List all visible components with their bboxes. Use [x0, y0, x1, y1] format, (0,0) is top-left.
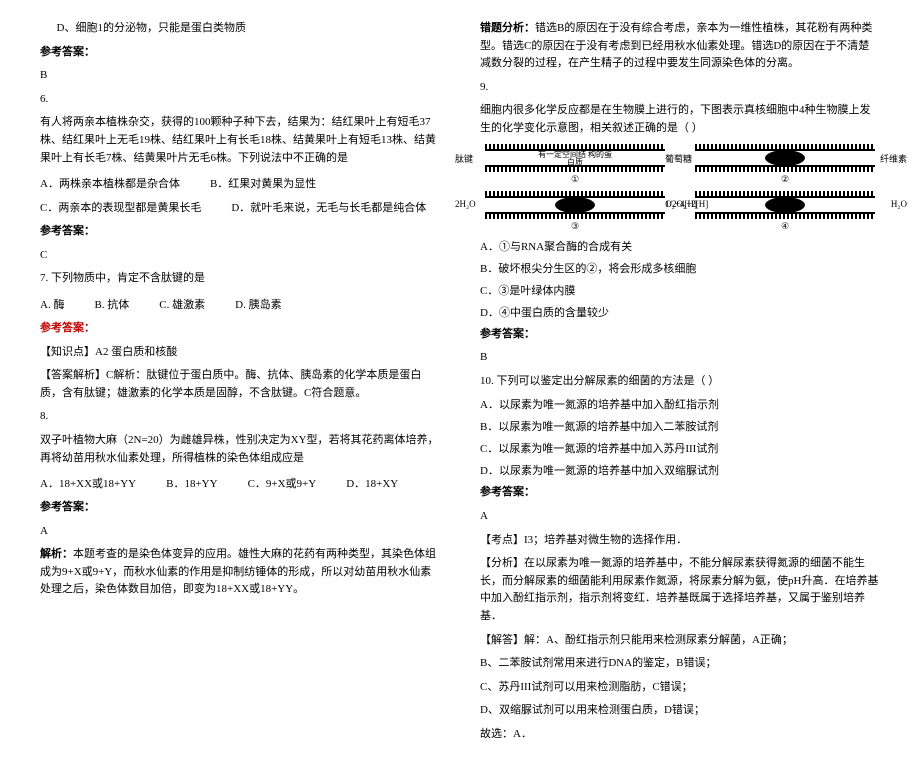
diagram-3: 2H₂O O₂+4[H] ③: [480, 191, 670, 232]
sol-end: 故选：A．: [480, 726, 880, 744]
diagram-row-2: 2H₂O O₂+4[H] ③ 1/2O₂+2[H] H₂O ④: [480, 191, 880, 232]
answer-5: B: [40, 67, 440, 85]
kp-label: 【知识点】: [40, 346, 95, 358]
oval-icon: [765, 197, 805, 213]
answer-label-10: 参考答案：: [480, 484, 880, 502]
exp7: 【答案解析】C解析：肽键位于蛋白质中。酶、抗体、胰岛素的化学本质是蛋白质，含有肽…: [40, 367, 440, 402]
diagram-4-num: ④: [690, 221, 880, 232]
answer-6: C: [40, 247, 440, 265]
q9-b: B．破坏根尖分生区的②，将会形成多核细胞: [480, 260, 880, 276]
diagram-row-1: 肽键 有一定空间结 构的蛋白质 ① 葡萄糖 纤维素 ②: [480, 144, 880, 185]
q8-body: 双子叶植物大麻（2N=20）为雌雄异株，性别决定为XY型，若将其花药离体培养，再…: [40, 432, 440, 467]
answer-label-8: 参考答案：: [40, 499, 440, 517]
q6-number: 6.: [40, 91, 440, 109]
diagram-2-num: ②: [690, 174, 880, 185]
answer-9: B: [480, 349, 880, 367]
q7-d: D. 胰岛素: [235, 296, 281, 312]
answer-label-7: 参考答案：: [40, 320, 440, 338]
q6-b: B．红果对黄果为显性: [210, 175, 316, 191]
q5-option-d: D、细胞1的分泌物，只能是蛋白类物质: [40, 20, 440, 38]
answer-label-6: 参考答案：: [40, 223, 440, 241]
q7-c: C. 雄激素: [159, 296, 205, 312]
q6-c: C．两亲本的表现型都是黄果长毛: [40, 199, 201, 215]
kp10: 【考点】I3；培养基对微生物的选择作用．: [480, 532, 880, 550]
q9-body: 细胞内很多化学反应都是在生物膜上进行的，下图表示真核细胞中4种生物膜上发生的化学…: [480, 102, 880, 137]
q7-options: A. 酶 B. 抗体 C. 雄激素 D. 胰岛素: [40, 296, 440, 312]
sol-label: 【解答】: [480, 634, 524, 646]
oval-icon: [555, 197, 595, 213]
diagram-1: 肽键 有一定空间结 构的蛋白质 ①: [480, 144, 670, 185]
q7-a: A. 酶: [40, 296, 64, 312]
answer-label: 参考答案：: [40, 44, 440, 62]
sol-c: C、苏丹III试剂可以用来检测脂肪，C错误；: [480, 679, 880, 697]
an-label: 【分析】: [480, 557, 524, 569]
q9-c: C．③是叶绿体内膜: [480, 282, 880, 298]
q8-number: 8.: [40, 408, 440, 426]
oval-icon: [765, 150, 805, 166]
q9-a: A．①与RNA聚合酶的合成有关: [480, 238, 880, 254]
exp-label: 【答案解析】: [40, 369, 106, 381]
error-analysis: 错题分析：错选B的原因在于没有综合考虑，亲本为一维性植株，其花粉有两种类型。错选…: [480, 20, 880, 73]
kp10-label: 【考点】: [480, 534, 524, 546]
q10: 10. 下列可以鉴定出分解尿素的细菌的方法是（ ）: [480, 373, 880, 391]
sol-a: 【解答】解：A、酚红指示剂只能用来检测尿素分解菌，A正确；: [480, 632, 880, 650]
left-column: D、细胞1的分泌物，只能是蛋白类物质 参考答案： B 6. 有人将两亲本植株杂交…: [40, 20, 440, 749]
exp8: 解析：本题考查的是染色体变异的应用。雄性大麻的花药有两种类型，其染色体组成为9+…: [40, 546, 440, 599]
q7: 7. 下列物质中，肯定不含肽键的是: [40, 270, 440, 288]
q8-c: C．9+X或9+Y: [248, 475, 317, 491]
right-column: 错题分析：错选B的原因在于没有综合考虑，亲本为一维性植株，其花粉有两种类型。错选…: [480, 20, 880, 749]
q8-a: A．18+XX或18+YY: [40, 475, 136, 491]
sol-d: D、双缩脲试剂可以用来检测蛋白质，D错误；: [480, 702, 880, 720]
q6-a: A．两株亲本植株都是杂合体: [40, 175, 180, 191]
q6-row1: A．两株亲本植株都是杂合体 B．红果对黄果为显性: [40, 175, 440, 191]
analysis-10: 【分析】在以尿素为唯一氮源的培养基中，不能分解尿素获得氮源的细菌不能生长，而分解…: [480, 555, 880, 625]
q7-b: B. 抗体: [94, 296, 129, 312]
q10-c: C．以尿素为唯一氮源的培养基中加入苏丹III试剂: [480, 440, 880, 456]
q10-b: B．以尿素为唯一氮源的培养基中加入二苯胺试剂: [480, 418, 880, 434]
diagram-1-num: ①: [480, 174, 670, 185]
exam-page: D、细胞1的分泌物，只能是蛋白类物质 参考答案： B 6. 有人将两亲本植株杂交…: [0, 0, 920, 769]
q9-number: 9.: [480, 79, 880, 97]
q10-a: A．以尿素为唯一氮源的培养基中加入酚红指示剂: [480, 396, 880, 412]
q8-d: D．18+XY: [346, 475, 398, 491]
answer-label-9: 参考答案：: [480, 326, 880, 344]
q6-body: 有人将两亲本植株杂交，获得的100颗种子种下去，结果为：结红果叶上有短毛37株、…: [40, 114, 440, 167]
q8-options: A．18+XX或18+YY B．18+YY C．9+X或9+Y D．18+XY: [40, 475, 440, 491]
diagram-4: 1/2O₂+2[H] H₂O ④: [690, 191, 880, 232]
q8-b: B．18+YY: [166, 475, 217, 491]
answer-10: A: [480, 508, 880, 526]
q6-row2: C．两亲本的表现型都是黄果长毛 D．就叶毛来说，无毛与长毛都是纯合体: [40, 199, 440, 215]
err-label: 错题分析：: [480, 22, 535, 34]
diagram-3-num: ③: [480, 221, 670, 232]
q10-d: D．以尿素为唯一氮源的培养基中加入双缩脲试剂: [480, 462, 880, 478]
exp8-label: 解析：: [40, 548, 73, 560]
kp7: 【知识点】A2 蛋白质和核酸: [40, 344, 440, 362]
diagram-2: 葡萄糖 纤维素 ②: [690, 144, 880, 185]
q9-d: D．④中蛋白质的含量较少: [480, 304, 880, 320]
q6-d: D．就叶毛来说，无毛与长毛都是纯合体: [231, 199, 426, 215]
sol-b: B、二苯胺试剂常用来进行DNA的鉴定，B错误；: [480, 655, 880, 673]
answer-8: A: [40, 523, 440, 541]
